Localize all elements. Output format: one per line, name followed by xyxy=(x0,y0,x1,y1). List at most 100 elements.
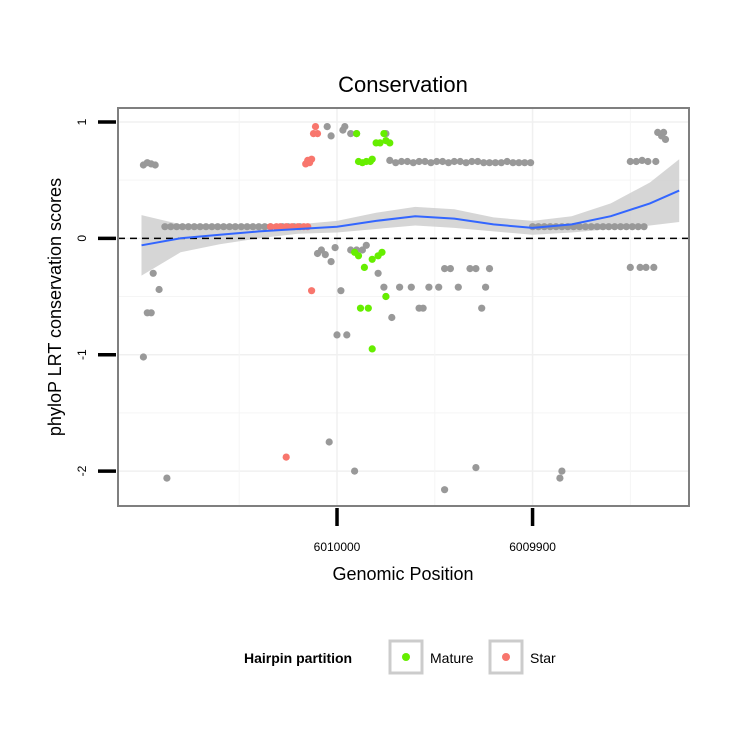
point-other xyxy=(661,135,670,143)
point-other xyxy=(427,159,435,167)
point-other xyxy=(482,283,490,291)
point-other xyxy=(231,223,239,231)
point-other xyxy=(446,265,454,273)
point-other xyxy=(472,464,480,472)
point-other xyxy=(351,467,359,475)
x-axis-title: Genomic Position xyxy=(332,564,473,584)
point-other xyxy=(409,159,417,167)
point-mature xyxy=(356,304,365,312)
point-other xyxy=(323,123,331,131)
point-other xyxy=(441,265,449,273)
point-mature xyxy=(364,304,372,312)
point-star xyxy=(276,223,284,231)
point-other xyxy=(478,304,486,312)
point-other xyxy=(149,269,157,277)
point-other xyxy=(397,157,406,166)
point-other xyxy=(636,263,644,271)
point-star xyxy=(311,123,320,131)
point-mature xyxy=(368,345,376,353)
point-other xyxy=(392,159,400,167)
legend-title: Hairpin partition xyxy=(244,650,352,666)
point-other xyxy=(163,474,171,482)
point-other xyxy=(220,223,228,231)
point-other xyxy=(178,223,187,231)
point-other xyxy=(454,283,462,291)
point-star xyxy=(266,223,275,231)
point-other xyxy=(509,159,517,167)
point-mature xyxy=(386,139,394,147)
y-tick-label: 0 xyxy=(75,235,89,242)
point-other xyxy=(650,263,658,271)
point-other xyxy=(327,132,335,140)
point-other xyxy=(660,128,668,136)
point-mature xyxy=(376,139,384,147)
point-other xyxy=(325,438,333,446)
point-other xyxy=(485,159,494,167)
point-other xyxy=(456,157,464,166)
point-other xyxy=(593,223,601,231)
point-star xyxy=(308,155,316,163)
point-other xyxy=(184,223,192,231)
point-star xyxy=(282,453,290,461)
point-other xyxy=(202,223,210,231)
point-star xyxy=(282,223,290,231)
point-other xyxy=(333,331,341,339)
point-other xyxy=(331,244,339,252)
point-other xyxy=(261,223,269,231)
point-other xyxy=(441,486,449,494)
point-mature xyxy=(360,263,368,271)
point-other xyxy=(386,156,394,164)
point-other xyxy=(556,474,564,482)
point-other xyxy=(575,223,584,231)
point-other xyxy=(147,309,155,317)
point-other xyxy=(480,159,488,167)
point-other xyxy=(491,159,499,167)
point-mature xyxy=(354,252,363,260)
point-other xyxy=(396,283,404,291)
point-other xyxy=(462,159,470,167)
point-mature xyxy=(353,130,361,138)
point-other xyxy=(652,157,660,166)
point-other xyxy=(515,159,523,167)
point-other xyxy=(527,159,535,167)
point-other xyxy=(581,223,590,231)
smooth-line xyxy=(141,189,680,247)
points-mature xyxy=(351,130,394,353)
chart-title: Conservation xyxy=(338,72,468,97)
point-other xyxy=(425,283,433,291)
point-other xyxy=(642,263,650,271)
point-mature xyxy=(382,292,390,301)
point-other xyxy=(388,313,396,322)
point-other xyxy=(225,223,234,231)
point-other xyxy=(521,159,529,167)
x-axis: 6010000 6009900 xyxy=(314,508,556,554)
point-other xyxy=(503,157,511,166)
point-other xyxy=(466,265,474,273)
point-other xyxy=(632,157,640,166)
point-other xyxy=(237,223,245,231)
point-other xyxy=(321,251,329,259)
point-other xyxy=(433,157,441,166)
point-other xyxy=(622,223,631,231)
point-other xyxy=(208,223,216,231)
legend: Hairpin partition Mature Star xyxy=(244,639,556,675)
point-other xyxy=(190,223,198,231)
y-tick-label: -1 xyxy=(75,349,89,360)
legend-label-star: Star xyxy=(530,650,556,666)
point-other xyxy=(403,157,411,166)
panel-background xyxy=(118,108,689,506)
point-mature xyxy=(368,255,376,263)
point-star xyxy=(308,287,316,295)
point-other xyxy=(415,157,423,166)
plot-panel xyxy=(117,107,690,507)
x-tick-label: 6010000 xyxy=(314,540,361,554)
point-other xyxy=(151,161,159,169)
point-other xyxy=(626,263,634,271)
point-other xyxy=(196,223,204,231)
legend-item-star: Star xyxy=(488,639,556,675)
legend-label-mature: Mature xyxy=(430,650,474,666)
point-other xyxy=(644,157,652,166)
point-other xyxy=(362,241,370,249)
